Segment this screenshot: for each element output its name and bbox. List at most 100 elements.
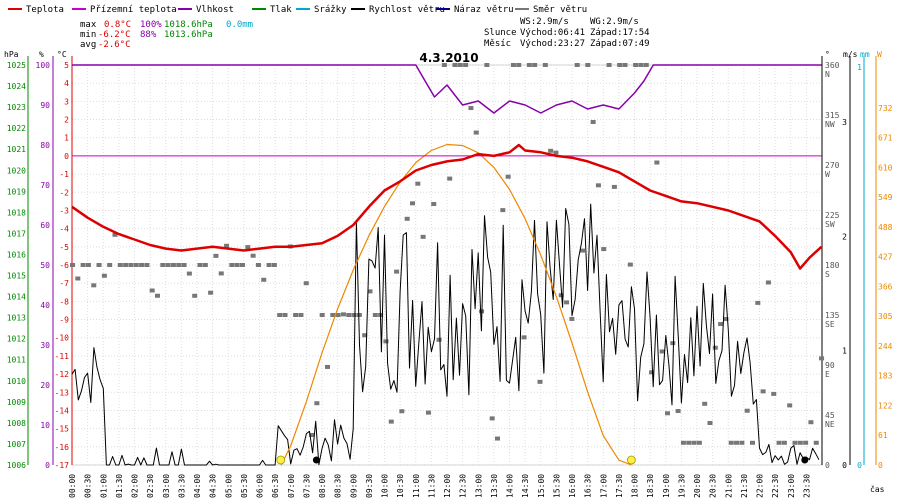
w-tick: 488 <box>878 223 893 232</box>
temp-tick: -15 <box>55 425 70 434</box>
w-tick: 122 <box>878 401 893 410</box>
temp-tick: -5 <box>59 243 69 252</box>
mm-tick: 1 <box>857 63 862 72</box>
wind-direction-point <box>325 364 330 369</box>
x-tick-label: 05:00 <box>224 474 233 498</box>
pct-tick: 100 <box>36 61 51 70</box>
stats-min-pressure: 1013.6hPa <box>164 30 213 40</box>
chart-title: 4.3.2010 <box>419 51 478 65</box>
wind-direction-point <box>665 411 670 416</box>
wind-direction-point <box>627 262 633 267</box>
x-tick-label: 20:00 <box>693 474 702 498</box>
wind-sun-moon-info: WS:2.9m/s WG:2.9m/s Slunce Východ:06:41 … <box>484 17 650 49</box>
wind-direction-point <box>319 313 325 317</box>
wind-direction-point <box>303 281 309 286</box>
wind-direction-point <box>160 263 166 267</box>
wind-direction-point <box>792 440 798 445</box>
temp-tick: -12 <box>55 370 70 379</box>
dir-compass-tick: S <box>825 270 830 279</box>
temp-tick: -7 <box>59 279 69 288</box>
wind-direction-point <box>202 263 208 267</box>
wind-direction-point <box>537 379 543 384</box>
temperature-line <box>71 143 823 270</box>
pct-tick: 70 <box>40 181 50 190</box>
dir-tick: 180 <box>825 261 840 270</box>
x-tick-label: 07:00 <box>287 474 296 498</box>
x-tick-label: 08:00 <box>318 474 327 498</box>
wind-direction-point <box>580 248 585 253</box>
wind-direction-point <box>420 234 426 239</box>
w-axis-label: W <box>877 50 882 59</box>
wind-direction-point <box>781 440 787 445</box>
wind-speed-series <box>71 203 820 466</box>
wind-direction-point <box>760 389 766 394</box>
wind-direction-point <box>240 263 245 267</box>
temp-tick: -3 <box>59 206 69 215</box>
hpa-tick: 1018 <box>7 208 26 217</box>
w-tick: 366 <box>878 282 893 291</box>
pct-tick: 0 <box>45 461 50 470</box>
temp-tick: -14 <box>55 406 70 415</box>
wind-direction-point <box>128 263 134 267</box>
x-tick-label: 02:00 <box>131 474 140 498</box>
wind-direction-point <box>510 63 516 67</box>
wind-direction-point <box>447 176 453 181</box>
x-tick-label: 19:30 <box>677 474 686 498</box>
hpa-tick: 1021 <box>7 145 26 154</box>
x-tick-label: 01:30 <box>115 474 124 498</box>
x-tick-label: 18:30 <box>646 474 655 498</box>
wind-direction-point <box>80 263 86 267</box>
wind-direction-point <box>101 273 107 278</box>
sun-label: Slunce <box>484 28 517 38</box>
stats-avg-temp: -2.6°C <box>98 40 131 50</box>
wind-direction-point <box>463 63 469 67</box>
wind-direction-point <box>314 401 320 406</box>
wind-direction-point <box>585 63 591 67</box>
moonset-marker <box>312 456 320 464</box>
sun-radiation-series <box>280 143 632 466</box>
wind-direction-point <box>606 63 612 67</box>
sunrise-info: Východ:06:41 <box>520 28 585 38</box>
sun-moon-markers <box>276 455 809 465</box>
temp-tick: -16 <box>55 443 70 452</box>
wind-direction-point <box>255 263 261 267</box>
wind-direction-point <box>617 63 623 67</box>
wind-direction-point <box>675 409 681 414</box>
wind-direction-point <box>787 403 793 408</box>
wind-direction-point <box>436 337 442 342</box>
moonrise-marker <box>801 456 809 464</box>
wind-direction-point <box>569 316 575 321</box>
x-tick-label: 04:30 <box>209 474 218 498</box>
wind-direction-point <box>473 130 479 135</box>
x-tick-label: 22:30 <box>771 474 780 498</box>
wind-direction-point <box>234 263 240 267</box>
wind-direction-point <box>574 63 580 67</box>
x-tick-label: 21:00 <box>724 474 733 498</box>
x-tick-label: 22:00 <box>756 474 765 498</box>
wind-direction-point <box>797 440 803 445</box>
wind-direction-point <box>356 313 362 317</box>
wind-speed-line <box>71 203 820 466</box>
dir-tick: 90 <box>825 361 835 370</box>
wind-direction-point <box>144 263 150 267</box>
w-tick: 671 <box>878 134 893 143</box>
x-tick-label: 13:00 <box>474 474 483 498</box>
temp-tick: -4 <box>59 225 69 234</box>
temp-axis-label: °C <box>57 50 67 59</box>
x-tick-label: 10:30 <box>396 474 405 498</box>
wind-direction-point <box>611 184 617 189</box>
hpa-tick: 1014 <box>7 293 26 302</box>
wind-direction-point <box>622 63 628 67</box>
temp-tick: 2 <box>64 116 69 125</box>
temp-tick: -1 <box>59 170 69 179</box>
x-tick-label: 05:30 <box>240 474 249 498</box>
wind-direction-point <box>452 63 458 67</box>
x-tick-label: 16:00 <box>568 474 577 498</box>
wind-direction-point <box>521 335 527 340</box>
wind-direction-point <box>282 313 288 317</box>
wind-direction-point <box>399 409 405 414</box>
wind-direction-point <box>133 263 139 267</box>
pct-tick: 40 <box>40 301 50 310</box>
wind-direction-point <box>96 263 102 267</box>
x-tick-label: 02:30 <box>146 474 155 498</box>
